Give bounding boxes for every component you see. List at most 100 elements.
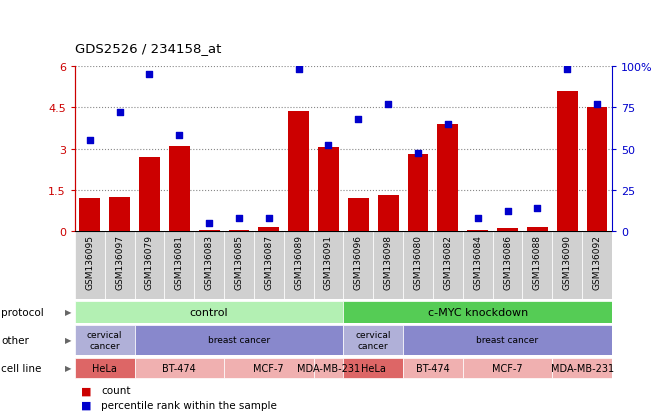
Text: GSM136095: GSM136095 bbox=[85, 235, 94, 290]
Text: MDA-MB-231: MDA-MB-231 bbox=[551, 363, 614, 373]
Bar bbox=[344, 231, 373, 299]
Bar bbox=[288, 112, 309, 231]
Text: GSM136085: GSM136085 bbox=[234, 235, 243, 290]
Text: breast cancer: breast cancer bbox=[208, 336, 270, 345]
Bar bbox=[229, 230, 249, 231]
Bar bbox=[552, 358, 612, 378]
Point bbox=[234, 215, 244, 222]
Bar bbox=[79, 199, 100, 231]
Text: ■: ■ bbox=[81, 400, 92, 410]
Bar bbox=[224, 231, 254, 299]
Bar bbox=[284, 231, 314, 299]
Text: GSM136088: GSM136088 bbox=[533, 235, 542, 290]
Bar bbox=[522, 231, 552, 299]
Text: protocol: protocol bbox=[1, 307, 44, 317]
Bar bbox=[348, 199, 368, 231]
Text: GSM136097: GSM136097 bbox=[115, 235, 124, 290]
Text: ▶: ▶ bbox=[65, 308, 72, 317]
Bar bbox=[199, 230, 219, 231]
Bar bbox=[344, 325, 403, 355]
Bar bbox=[164, 231, 194, 299]
Point bbox=[383, 102, 393, 108]
Bar bbox=[105, 231, 135, 299]
Bar bbox=[463, 231, 493, 299]
Point bbox=[204, 220, 214, 226]
Bar bbox=[552, 231, 582, 299]
Text: GSM136082: GSM136082 bbox=[443, 235, 452, 290]
Point bbox=[85, 138, 95, 144]
Bar bbox=[493, 231, 522, 299]
Bar bbox=[344, 301, 612, 323]
Text: HeLa: HeLa bbox=[92, 363, 117, 373]
Bar bbox=[75, 301, 344, 323]
Text: BT-474: BT-474 bbox=[416, 363, 450, 373]
Bar bbox=[318, 148, 339, 231]
Text: HeLa: HeLa bbox=[361, 363, 385, 373]
Bar bbox=[433, 231, 463, 299]
Text: cell line: cell line bbox=[1, 363, 42, 373]
Text: percentile rank within the sample: percentile rank within the sample bbox=[101, 400, 277, 410]
Text: cervical
cancer: cervical cancer bbox=[87, 330, 122, 350]
Bar bbox=[408, 154, 428, 231]
Text: count: count bbox=[101, 385, 130, 395]
Text: GSM136090: GSM136090 bbox=[562, 235, 572, 290]
Text: ▶: ▶ bbox=[65, 336, 72, 345]
Bar bbox=[403, 325, 612, 355]
Point bbox=[294, 67, 304, 74]
Bar bbox=[169, 146, 189, 231]
Text: BT-474: BT-474 bbox=[162, 363, 196, 373]
Point bbox=[264, 215, 274, 222]
Point bbox=[115, 109, 125, 116]
Bar bbox=[344, 358, 403, 378]
Bar bbox=[403, 231, 433, 299]
Text: c-MYC knockdown: c-MYC knockdown bbox=[428, 307, 528, 317]
Point bbox=[413, 151, 423, 157]
Text: cervical
cancer: cervical cancer bbox=[355, 330, 391, 350]
Text: GSM136091: GSM136091 bbox=[324, 235, 333, 290]
Point bbox=[145, 72, 155, 78]
Text: ▶: ▶ bbox=[65, 363, 72, 373]
Bar bbox=[373, 231, 403, 299]
Bar bbox=[378, 196, 398, 231]
Text: MDA-MB-231: MDA-MB-231 bbox=[297, 363, 360, 373]
Point bbox=[443, 121, 453, 128]
Text: control: control bbox=[190, 307, 229, 317]
Bar bbox=[135, 231, 165, 299]
Text: GSM136084: GSM136084 bbox=[473, 235, 482, 290]
Bar bbox=[437, 124, 458, 231]
Bar bbox=[587, 108, 607, 231]
Bar bbox=[258, 227, 279, 231]
Text: GSM136092: GSM136092 bbox=[592, 235, 602, 290]
Bar bbox=[75, 325, 135, 355]
Point bbox=[562, 67, 572, 74]
Bar bbox=[254, 231, 284, 299]
Bar bbox=[467, 230, 488, 231]
Bar bbox=[403, 358, 463, 378]
Bar bbox=[463, 358, 552, 378]
Bar bbox=[109, 197, 130, 231]
Text: ■: ■ bbox=[81, 385, 92, 395]
Point bbox=[503, 209, 513, 215]
Text: GSM136096: GSM136096 bbox=[354, 235, 363, 290]
Text: GSM136087: GSM136087 bbox=[264, 235, 273, 290]
Bar bbox=[75, 231, 105, 299]
Bar bbox=[139, 157, 160, 231]
Bar bbox=[194, 231, 224, 299]
Text: GSM136089: GSM136089 bbox=[294, 235, 303, 290]
Point bbox=[324, 142, 334, 149]
Text: breast cancer: breast cancer bbox=[477, 336, 538, 345]
Point bbox=[473, 215, 483, 222]
Text: GSM136079: GSM136079 bbox=[145, 235, 154, 290]
Bar bbox=[75, 358, 135, 378]
Point bbox=[592, 102, 602, 108]
Bar bbox=[135, 358, 224, 378]
Text: MCF-7: MCF-7 bbox=[492, 363, 523, 373]
Text: GSM136098: GSM136098 bbox=[383, 235, 393, 290]
Text: GSM136086: GSM136086 bbox=[503, 235, 512, 290]
Bar bbox=[314, 231, 344, 299]
Text: GSM136080: GSM136080 bbox=[413, 235, 422, 290]
Text: GSM136083: GSM136083 bbox=[204, 235, 214, 290]
Point bbox=[532, 205, 542, 212]
Text: GSM136081: GSM136081 bbox=[175, 235, 184, 290]
Bar bbox=[582, 231, 612, 299]
